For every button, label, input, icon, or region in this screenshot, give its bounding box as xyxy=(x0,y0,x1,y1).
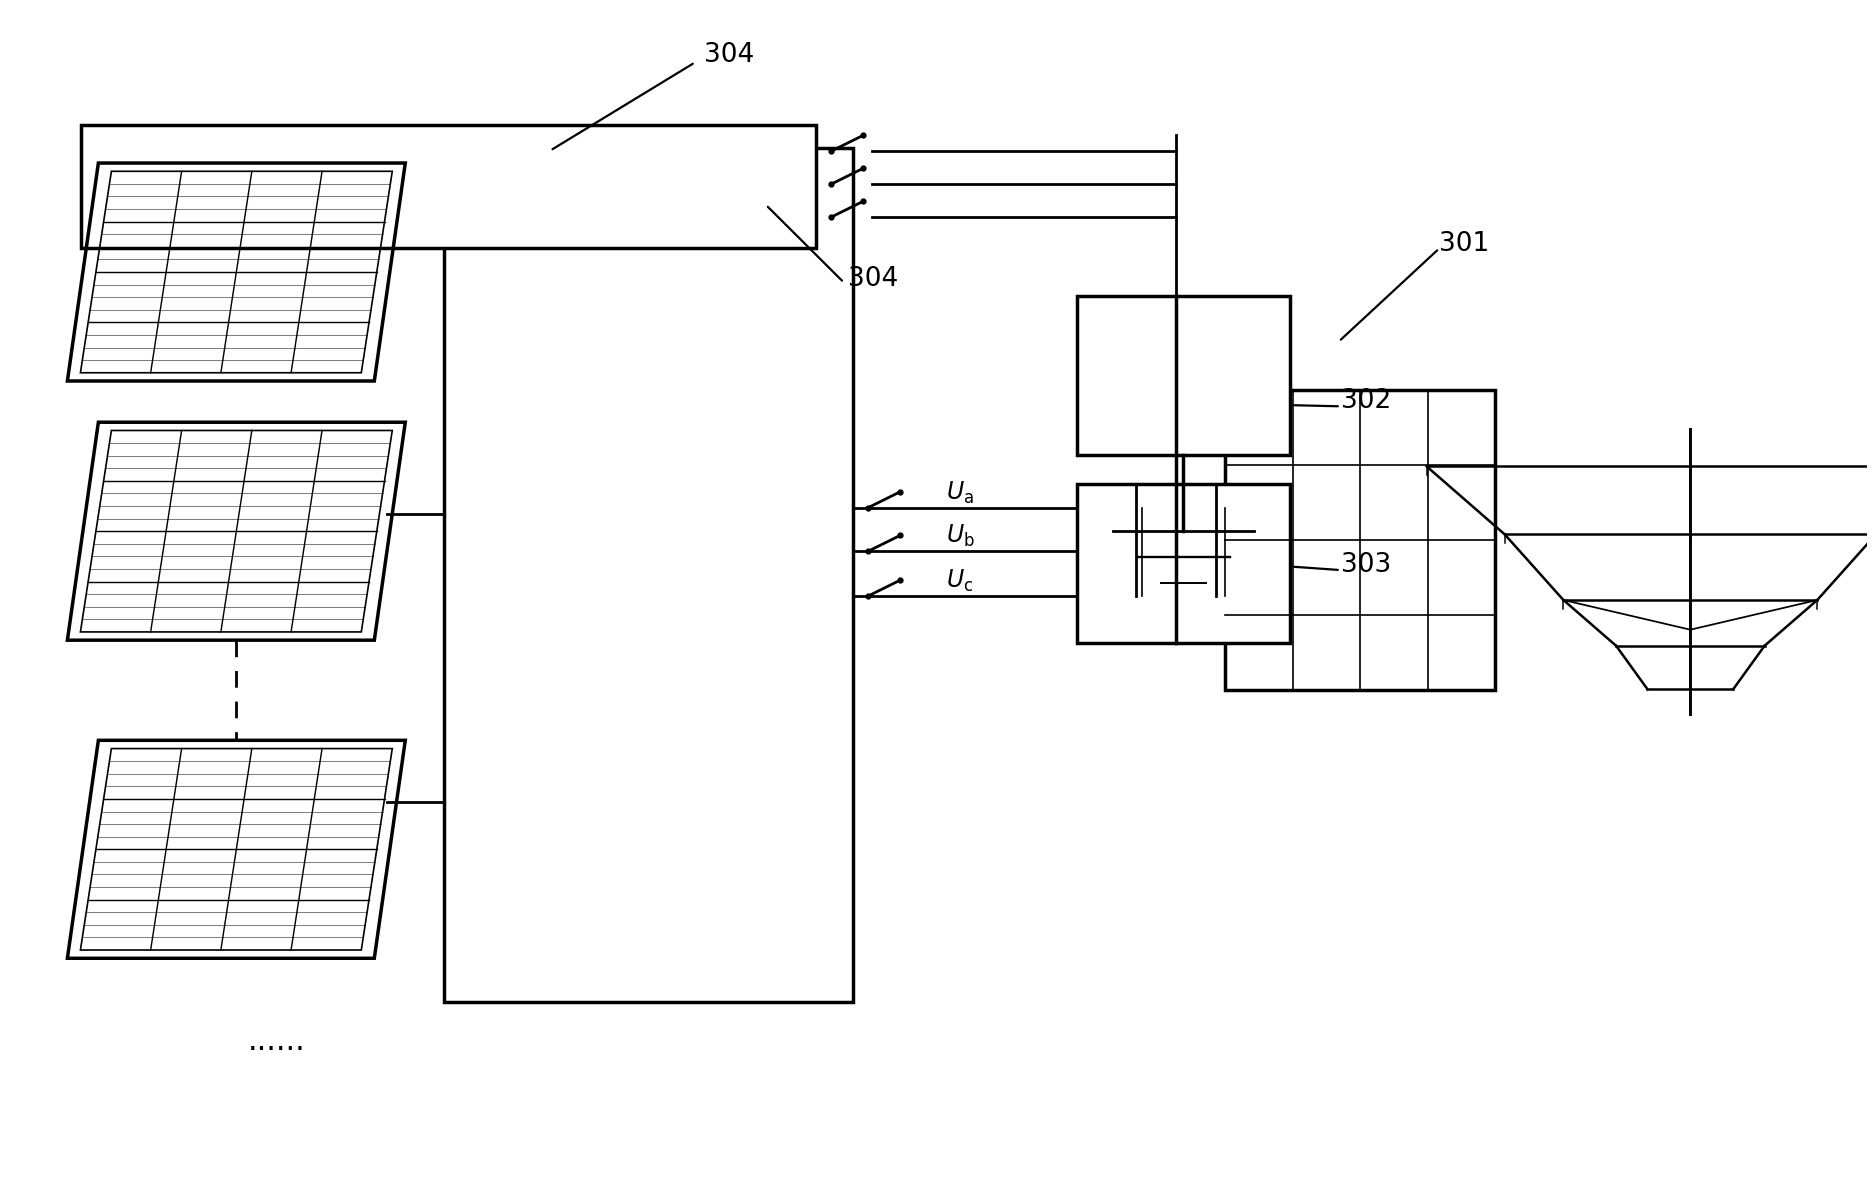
Text: 302: 302 xyxy=(1339,387,1390,414)
Text: 303: 303 xyxy=(1339,552,1390,578)
Text: $U_{\rm c}$: $U_{\rm c}$ xyxy=(946,567,974,594)
Text: ......: ...... xyxy=(247,1026,305,1056)
Text: $U_{\rm b}$: $U_{\rm b}$ xyxy=(946,523,974,550)
Bar xyxy=(1075,484,1290,644)
Bar xyxy=(444,148,852,1002)
Bar xyxy=(81,125,815,248)
Bar xyxy=(1075,296,1290,454)
Bar xyxy=(1225,390,1495,690)
Text: $U_{\rm a}$: $U_{\rm a}$ xyxy=(946,479,974,505)
Text: 304: 304 xyxy=(847,266,897,292)
Text: 304: 304 xyxy=(704,42,755,68)
Text: 301: 301 xyxy=(1438,231,1489,256)
